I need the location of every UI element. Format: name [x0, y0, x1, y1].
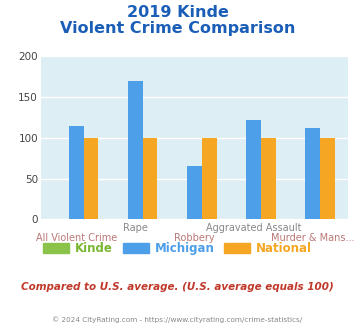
- Text: © 2024 CityRating.com - https://www.cityrating.com/crime-statistics/: © 2024 CityRating.com - https://www.city…: [53, 317, 302, 323]
- Text: Compared to U.S. average. (U.S. average equals 100): Compared to U.S. average. (U.S. average …: [21, 282, 334, 292]
- Text: Violent Crime Comparison: Violent Crime Comparison: [60, 21, 295, 36]
- Text: All Violent Crime: All Violent Crime: [36, 233, 117, 243]
- Bar: [320, 138, 335, 219]
- Bar: [143, 138, 158, 219]
- Bar: [84, 138, 98, 219]
- Text: 2019 Kinde: 2019 Kinde: [127, 5, 228, 20]
- Legend: Kinde, Michigan, National: Kinde, Michigan, National: [39, 237, 316, 260]
- Bar: [202, 138, 217, 219]
- Bar: [128, 81, 143, 219]
- Text: Murder & Mans...: Murder & Mans...: [271, 233, 354, 243]
- Bar: [246, 120, 261, 219]
- Bar: [305, 128, 320, 219]
- Bar: [187, 166, 202, 219]
- Text: Rape: Rape: [123, 223, 148, 233]
- Text: Robbery: Robbery: [174, 233, 215, 243]
- Bar: [69, 125, 84, 219]
- Bar: [261, 138, 275, 219]
- Text: Aggravated Assault: Aggravated Assault: [206, 223, 301, 233]
